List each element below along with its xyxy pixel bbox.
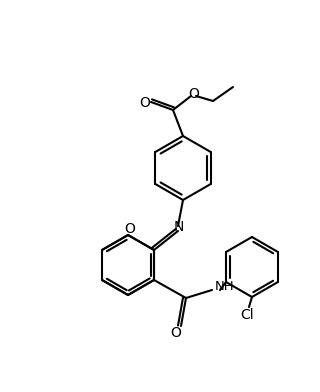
Text: O: O	[124, 222, 135, 236]
Text: O: O	[140, 96, 150, 110]
Text: Cl: Cl	[240, 308, 254, 322]
Text: O: O	[188, 87, 199, 101]
Text: NH: NH	[215, 281, 235, 294]
Text: N: N	[174, 220, 184, 234]
Text: O: O	[171, 326, 181, 340]
